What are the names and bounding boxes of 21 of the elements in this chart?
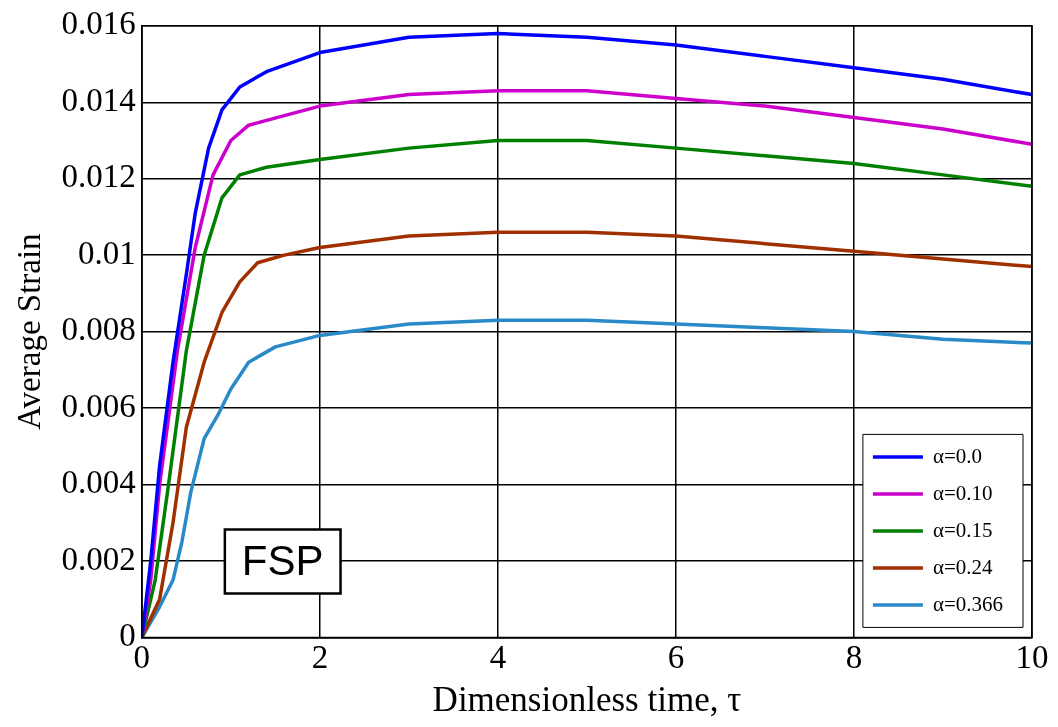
x-tick-label: 8 [845,638,863,675]
x-tick-label: 2 [311,638,329,675]
y-tick-label: 0.014 [61,81,136,118]
x-tick-label: 10 [1015,638,1049,675]
legend-label: α=0.10 [932,481,993,506]
x-tick-label: 6 [667,638,685,675]
y-axis-title: Average Strain [11,233,48,430]
legend-label: α=0.0 [932,444,983,469]
x-axis-title: Dimensionless time, τ [432,680,742,720]
legend-label: α=0.24 [932,555,993,580]
legend-label: α=0.366 [932,592,1004,617]
y-tick-label: 0.012 [61,158,136,195]
y-tick-label: 0.006 [61,387,136,424]
y-tick-label: 0.004 [61,464,136,501]
y-tick-label: 0.016 [61,5,136,42]
annotation: FSP [241,536,324,584]
legend-label: α=0.15 [932,518,993,543]
y-tick-label: 0.002 [61,540,136,577]
x-tick-label: 4 [489,638,507,675]
y-tick-label: 0.01 [78,234,136,271]
y-tick-label: 0.008 [61,311,136,348]
